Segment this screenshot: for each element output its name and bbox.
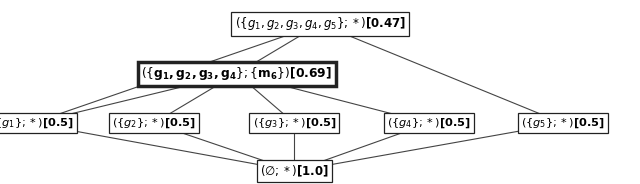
Text: $(\{g_1,g_2,g_3,g_4,g_5\};*)$$\mathbf{[0.47]}$: $(\{g_1,g_2,g_3,g_4,g_5\};*)$$\mathbf{[0… — [235, 15, 405, 32]
Text: $(\{g_3\};*)\mathbf{[0.5]}$: $(\{g_3\};*)\mathbf{[0.5]}$ — [253, 116, 336, 130]
Text: $(\{g_1\};*)\mathbf{[0.5]}$: $(\{g_1\};*)\mathbf{[0.5]}$ — [0, 116, 74, 130]
Text: $(\{g_5\};*)\mathbf{[0.5]}$: $(\{g_5\};*)\mathbf{[0.5]}$ — [522, 116, 605, 130]
Text: $(\{\mathbf{g_1,g_2,g_3,g_4}\};\{\mathbf{m_6}\})\mathbf{[0.69]}$: $(\{\mathbf{g_1,g_2,g_3,g_4}\};\{\mathbf… — [141, 65, 332, 82]
Text: $(\emptyset;*)\mathbf{[1.0]}$: $(\emptyset;*)\mathbf{[1.0]}$ — [260, 164, 329, 179]
Text: $(\{g_4\};*)\mathbf{[0.5]}$: $(\{g_4\};*)\mathbf{[0.5]}$ — [387, 116, 470, 130]
Text: $(\{g_2\};*)\mathbf{[0.5]}$: $(\{g_2\};*)\mathbf{[0.5]}$ — [112, 116, 195, 130]
